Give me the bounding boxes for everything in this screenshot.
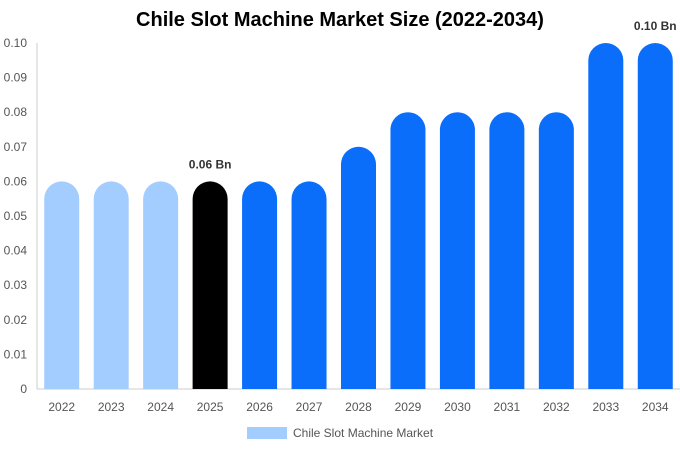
y-tick-label: 0.01	[4, 347, 28, 361]
bar-2033	[588, 43, 624, 389]
bar-2031	[489, 112, 525, 390]
x-tick-label: 2023	[98, 400, 125, 414]
y-tick-label: 0.04	[4, 244, 28, 258]
data-labels: 0.06 Bn 0.10 Bn	[189, 19, 677, 171]
data-label: 0.10 Bn	[634, 19, 677, 33]
x-tick-label: 2028	[345, 400, 372, 414]
bar-2029	[390, 112, 426, 389]
bar-2030	[439, 112, 475, 389]
x-tick-label: 2030	[444, 400, 471, 414]
y-axis: 0 0.01 0.02 0.03 0.04 0.05 0.06 0.07 0.08 0.09 0.1…	[4, 36, 38, 396]
y-tick-label: 0.08	[4, 105, 28, 119]
x-tick-label: 2032	[543, 400, 570, 414]
bar-2032	[538, 112, 574, 389]
legend-swatch	[247, 427, 287, 439]
x-tick-label: 2027	[296, 400, 323, 414]
x-tick-label: 2026	[246, 400, 273, 414]
legend: Chile Slot Machine Market	[247, 426, 433, 440]
bar-2022	[44, 181, 80, 389]
x-tick-label: 2022	[48, 400, 75, 414]
x-tick-label: 2024	[147, 400, 174, 414]
x-tick-label: 2025	[197, 400, 224, 414]
y-tick-label: 0.02	[4, 313, 28, 327]
bar-2026	[242, 181, 278, 389]
y-tick-label: 0.10	[4, 36, 28, 50]
y-tick-label: 0	[20, 382, 27, 396]
bars	[44, 43, 673, 390]
y-tick-label: 0.06	[4, 174, 28, 188]
x-tick-label: 2033	[592, 400, 619, 414]
bar-2028	[341, 146, 376, 389]
y-tick-label: 0.09	[4, 71, 28, 85]
bar-2025	[192, 181, 228, 389]
x-tick-label: 2031	[494, 400, 521, 414]
bar-2034	[637, 43, 673, 389]
x-tick-label: 2034	[642, 400, 669, 414]
legend-label: Chile Slot Machine Market	[293, 426, 434, 440]
x-axis: 2022 2023 2024 2025 2026 2027 2028 2029 2030 2031…	[37, 388, 680, 414]
bar-2023	[93, 181, 129, 389]
y-tick-label: 0.07	[4, 140, 28, 154]
bar-2024	[143, 181, 179, 389]
y-tick-label: 0.05	[4, 209, 28, 223]
data-label: 0.06 Bn	[189, 157, 232, 171]
y-tick-label: 0.03	[4, 278, 28, 292]
bar-2027	[291, 181, 327, 389]
x-tick-label: 2029	[395, 400, 422, 414]
chart-title: Chile Slot Machine Market Size (2022-203…	[136, 9, 544, 31]
